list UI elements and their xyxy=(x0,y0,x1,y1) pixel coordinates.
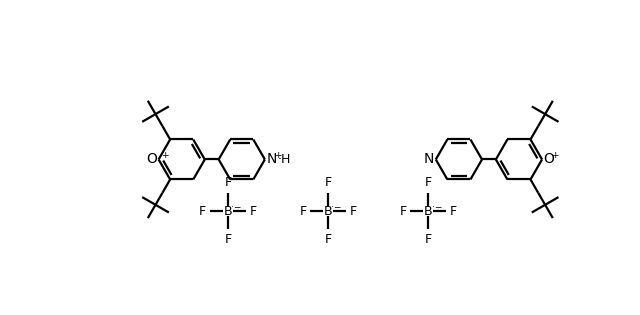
Text: F: F xyxy=(199,204,206,218)
Text: F: F xyxy=(349,204,356,218)
Text: F: F xyxy=(424,232,431,246)
Text: B: B xyxy=(424,204,433,218)
Text: F: F xyxy=(225,232,232,246)
Text: +: + xyxy=(551,151,559,160)
Text: F: F xyxy=(324,232,332,246)
Text: B: B xyxy=(324,204,332,218)
Text: ·−: ·− xyxy=(232,203,242,213)
Text: +: + xyxy=(161,151,168,160)
Text: +: + xyxy=(274,151,282,160)
Text: F: F xyxy=(300,204,307,218)
Text: O: O xyxy=(543,152,554,166)
Text: F: F xyxy=(424,176,431,190)
Text: B: B xyxy=(223,204,232,218)
Text: F: F xyxy=(250,204,257,218)
Text: ·−: ·− xyxy=(332,203,342,213)
Text: ·H: ·H xyxy=(277,153,291,166)
Text: F: F xyxy=(225,176,232,190)
Text: O: O xyxy=(146,152,157,166)
Text: N: N xyxy=(266,152,276,166)
Text: ·−: ·− xyxy=(431,203,442,213)
Text: N: N xyxy=(424,152,435,166)
Text: F: F xyxy=(324,176,332,190)
Text: F: F xyxy=(450,204,457,218)
Text: F: F xyxy=(399,204,406,218)
